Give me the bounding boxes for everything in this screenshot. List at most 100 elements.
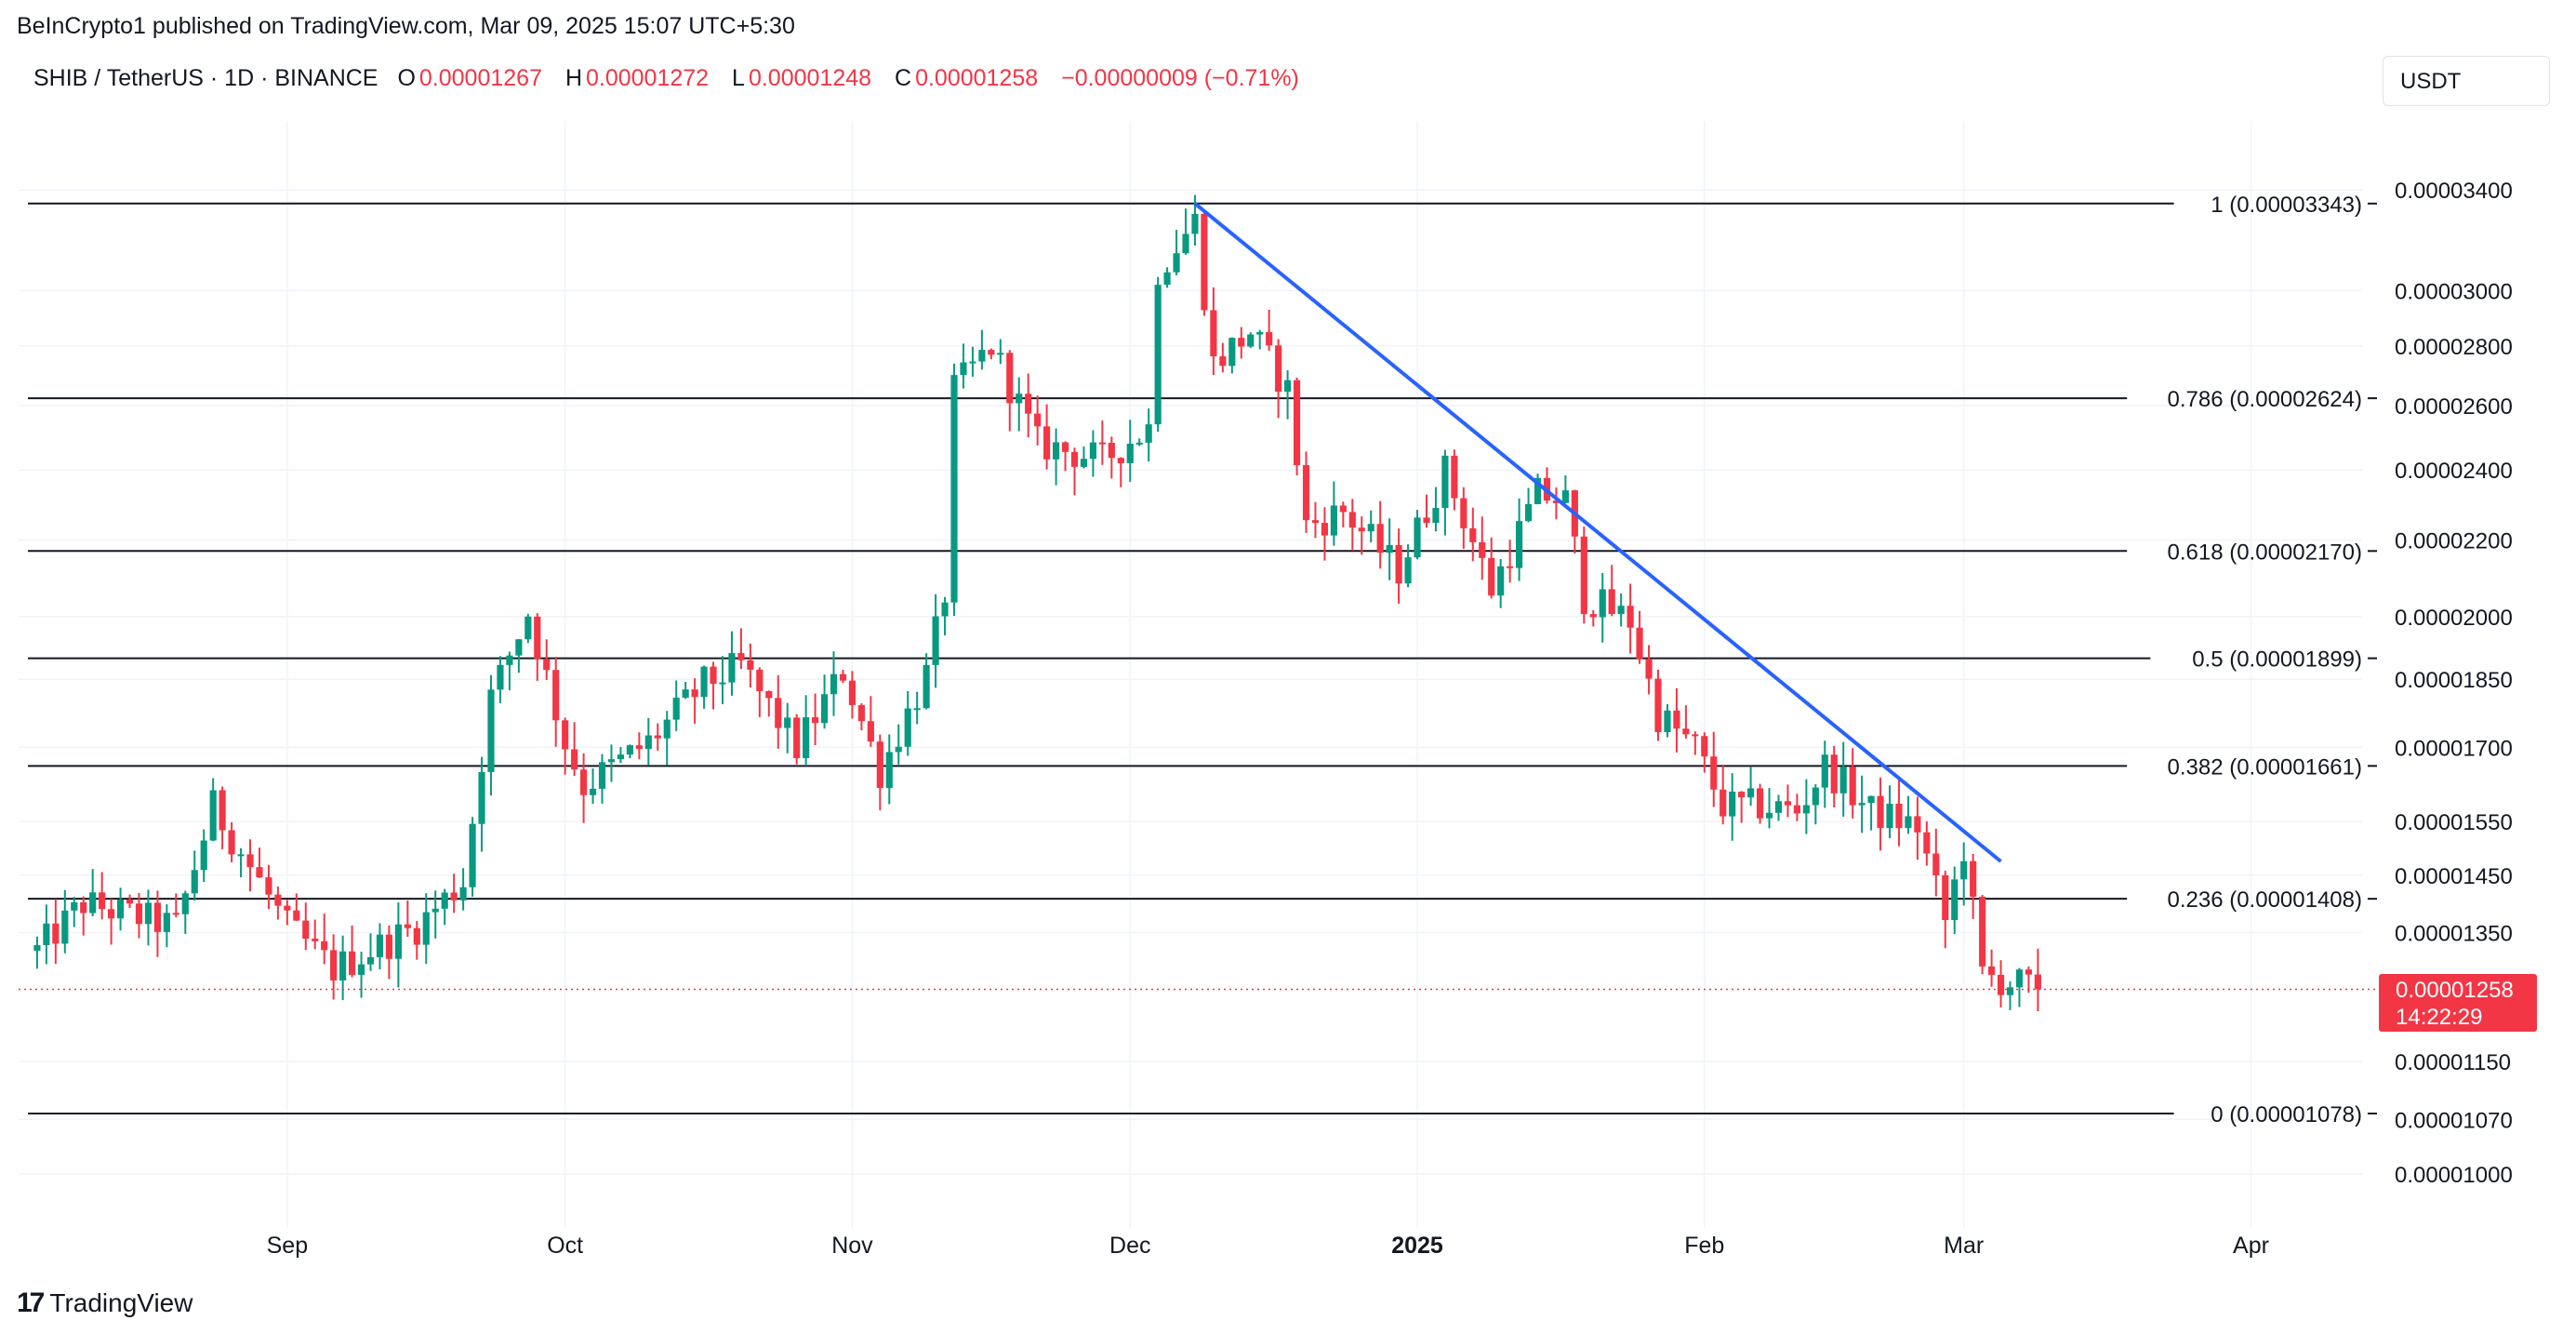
candle-body [1561, 490, 1569, 503]
candle-body [1432, 508, 1440, 524]
candle-body [1348, 512, 1356, 528]
fib-level-label: 0.786 (0.00002624) [2167, 387, 2362, 412]
candle-body [1191, 213, 1199, 234]
candle-body [330, 950, 338, 980]
candle-body [385, 934, 393, 959]
candle-body [61, 910, 69, 944]
candle-body [71, 901, 78, 911]
candle-body [89, 892, 97, 914]
candle-body [1599, 589, 1606, 618]
candle-body [923, 664, 930, 709]
candle-body [1321, 523, 1329, 536]
candle-body [163, 913, 170, 932]
candle-body [1914, 816, 1921, 833]
y-tick-label: 0.00001550 [2395, 810, 2513, 835]
candle-body [1923, 832, 1931, 854]
candle-body [274, 894, 282, 906]
low-value: 0.00001248 [748, 65, 872, 91]
fib-level-label: 0 (0.00001078) [2211, 1102, 2362, 1127]
y-tick-label: 0.00002800 [2395, 335, 2513, 360]
candle-body [1098, 442, 1106, 445]
candle-body [1414, 517, 1421, 558]
candle-body [1673, 710, 1680, 729]
candle-body [543, 659, 551, 671]
candle-body [775, 698, 782, 728]
y-tick-label: 0.00001850 [2395, 668, 2513, 693]
candle-body [1987, 966, 1996, 975]
symbol-name[interactable]: SHIB / TetherUS · 1D · BINANCE [33, 65, 378, 91]
candle-body [1738, 792, 1746, 798]
candle-body [672, 697, 680, 720]
currency-button[interactable]: USDT [2383, 56, 2550, 106]
candle-body [1627, 606, 1634, 628]
candle-body [571, 749, 578, 770]
candle-body [1201, 213, 1208, 311]
candle-body [904, 708, 911, 747]
candle-body [357, 964, 365, 975]
candle-body [1664, 710, 1671, 733]
y-tick-label: 0.00003400 [2395, 179, 2513, 204]
candle-body [589, 788, 597, 795]
candle-body [803, 717, 810, 758]
candle-body [441, 892, 448, 909]
candle-body [950, 375, 958, 603]
candle-body [1330, 505, 1337, 536]
candle-body [626, 745, 633, 755]
candle-body [1469, 527, 1477, 542]
candle-body [153, 902, 161, 932]
candle-body [1636, 627, 1643, 660]
candle-body [598, 762, 606, 789]
candle-body [1367, 524, 1374, 532]
candle-body [1025, 394, 1032, 414]
candle-body [1886, 803, 1893, 829]
candle-body [682, 689, 689, 698]
candle-body [1145, 424, 1152, 443]
candle-body [1932, 853, 1940, 875]
candle-body [487, 689, 495, 772]
x-tick-label: Dec [1109, 1233, 1150, 1259]
candle-body [348, 951, 356, 975]
candle-body [978, 350, 986, 362]
candle-body [1135, 442, 1143, 445]
candle-body [1839, 767, 1847, 794]
candle-body [728, 653, 736, 683]
last-price-value: 0.00001258 [2396, 977, 2514, 1003]
candle-body [469, 823, 476, 887]
close-label: C [895, 65, 912, 91]
tradingview-logo[interactable]: 17 TradingView [17, 1287, 193, 1319]
candle-body [885, 752, 893, 789]
x-tick-label: Apr [2233, 1233, 2269, 1259]
candle-body [80, 901, 87, 914]
fib-level-label: 1 (0.00003343) [2211, 193, 2362, 218]
candle-body [848, 680, 856, 705]
candle-body [478, 771, 485, 824]
x-tick-label: 2025 [1391, 1233, 1443, 1259]
candle-body [867, 721, 874, 742]
candle-body [1895, 803, 1903, 829]
candle-body [1238, 338, 1245, 347]
candle-body [116, 899, 125, 919]
candle-body [1283, 380, 1292, 393]
candle-body [737, 653, 745, 660]
candle-body [663, 719, 671, 739]
candle-body [997, 353, 1004, 355]
candle-body [108, 909, 115, 919]
candle-body [515, 639, 523, 656]
candle-body [1951, 879, 1959, 920]
candle-body [1858, 803, 1866, 806]
candle-body [876, 741, 883, 789]
fib-level-label: 0.5 (0.00001899) [2192, 647, 2362, 673]
candle-body [1089, 442, 1097, 460]
y-tick-label: 0.00002400 [2395, 459, 2513, 484]
candle-body [1534, 477, 1542, 504]
candle-body [144, 902, 153, 925]
candle-body [654, 735, 661, 739]
candlestick-series [33, 194, 2041, 1012]
candle-body [1070, 451, 1079, 467]
candle-body [747, 660, 754, 670]
candle-body [1061, 442, 1069, 452]
candle-body [339, 951, 347, 980]
high-value: 0.00001272 [586, 65, 710, 91]
candle-body [1580, 536, 1587, 615]
